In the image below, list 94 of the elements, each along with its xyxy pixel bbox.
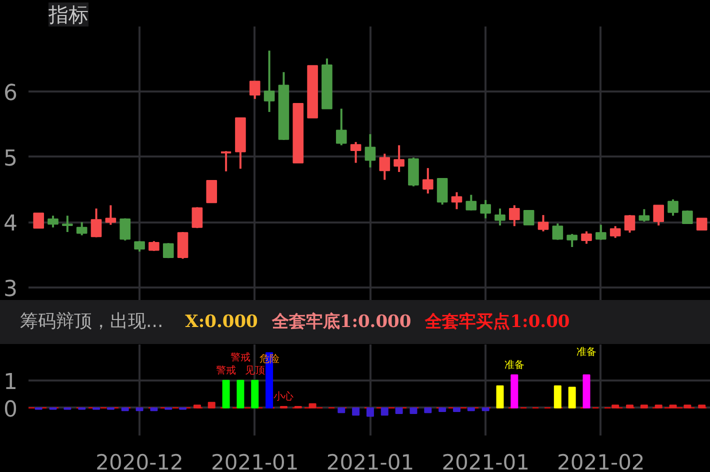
bar <box>150 407 158 412</box>
candlestick <box>162 242 174 260</box>
data-label: 准备 <box>576 346 596 358</box>
bar <box>410 407 418 414</box>
candlestick <box>466 194 477 212</box>
candlestick <box>394 144 404 173</box>
text: 全套牢买点1:0.00 <box>425 312 570 332</box>
candlestick <box>48 214 58 228</box>
data-label: 见顶 <box>244 365 265 376</box>
candlestick <box>148 240 160 252</box>
candlestick <box>624 214 636 234</box>
candlestick <box>364 133 376 168</box>
candlestick <box>249 80 260 100</box>
bar <box>424 407 432 414</box>
x-tick-label: 2021-01 <box>442 450 530 472</box>
candlestick <box>90 208 102 238</box>
bar <box>236 380 244 408</box>
bar <box>222 380 230 408</box>
candlestick <box>653 204 664 226</box>
bar <box>366 407 374 417</box>
candlestick <box>494 208 506 226</box>
bar <box>684 404 692 408</box>
bar <box>510 374 518 408</box>
bar <box>582 374 590 408</box>
bar <box>496 385 504 408</box>
candlestick <box>350 140 362 164</box>
candlestick <box>206 180 218 204</box>
candlestick <box>120 217 131 242</box>
chart-title: 指标 <box>48 2 88 26</box>
candlestick <box>336 108 347 146</box>
candlestick <box>610 225 621 239</box>
bar <box>136 407 144 412</box>
candlestick <box>552 222 564 241</box>
y-tick-label: 4 <box>4 212 18 237</box>
candlestick <box>451 191 462 210</box>
bar <box>438 407 446 412</box>
candlestick <box>538 214 549 232</box>
candlestick <box>33 212 44 229</box>
candlestick <box>480 199 491 220</box>
candlestick <box>105 204 116 226</box>
candlestick <box>379 152 390 181</box>
data-label: 小心 <box>274 390 294 403</box>
data-label: 警戒 <box>230 351 250 364</box>
data-label: 警戒 <box>216 364 236 376</box>
data-label: 准备 <box>504 358 524 371</box>
bar <box>308 403 316 408</box>
candlestick <box>192 206 203 230</box>
candlestick <box>596 224 606 241</box>
candlestick <box>62 214 73 233</box>
bar <box>467 407 475 412</box>
candlestick <box>581 230 592 245</box>
y-tick-label: 6 <box>4 81 18 106</box>
y-tick-label: 1 <box>4 370 18 395</box>
candlestick <box>220 150 232 172</box>
text: 全套牢底1:0.000 <box>272 312 412 332</box>
x-tick-label: 2021-01 <box>326 450 414 472</box>
bar <box>338 407 346 414</box>
text: X:0.000 <box>185 312 258 332</box>
candlestick <box>523 210 534 226</box>
candlestick <box>509 204 520 228</box>
candlestick <box>264 50 275 113</box>
bar <box>452 407 460 412</box>
x-tick-label: 2021-02 <box>557 450 645 472</box>
candlestick <box>668 198 678 217</box>
candlestick <box>682 209 693 225</box>
bar <box>352 407 360 416</box>
candlestick <box>638 208 650 223</box>
bar <box>482 407 490 412</box>
y-tick-label: 3 <box>4 276 18 302</box>
bar <box>121 407 129 412</box>
bar <box>698 404 706 408</box>
bar <box>568 386 576 408</box>
bar <box>554 385 562 408</box>
candlestick <box>134 240 145 253</box>
candlestick <box>76 221 88 236</box>
candlestick <box>566 232 578 248</box>
candlestick <box>696 218 708 231</box>
y-tick-label: 5 <box>4 146 18 172</box>
bar <box>612 404 620 408</box>
bar <box>395 407 403 414</box>
bar <box>669 404 677 408</box>
candlestick <box>422 167 434 195</box>
bar <box>208 402 216 408</box>
bar <box>380 407 388 416</box>
bar <box>193 404 201 408</box>
y-tick-label: 0 <box>4 397 18 422</box>
bar <box>654 404 662 408</box>
chart-subtitle: 筹码辩顶，出现... <box>20 311 164 332</box>
candlestick <box>436 178 448 206</box>
bar <box>640 404 648 408</box>
bar <box>251 380 259 408</box>
bar <box>626 404 634 408</box>
x-tick-label: 2020-12 <box>96 450 184 472</box>
x-tick-label: 2021-01 <box>211 450 299 472</box>
